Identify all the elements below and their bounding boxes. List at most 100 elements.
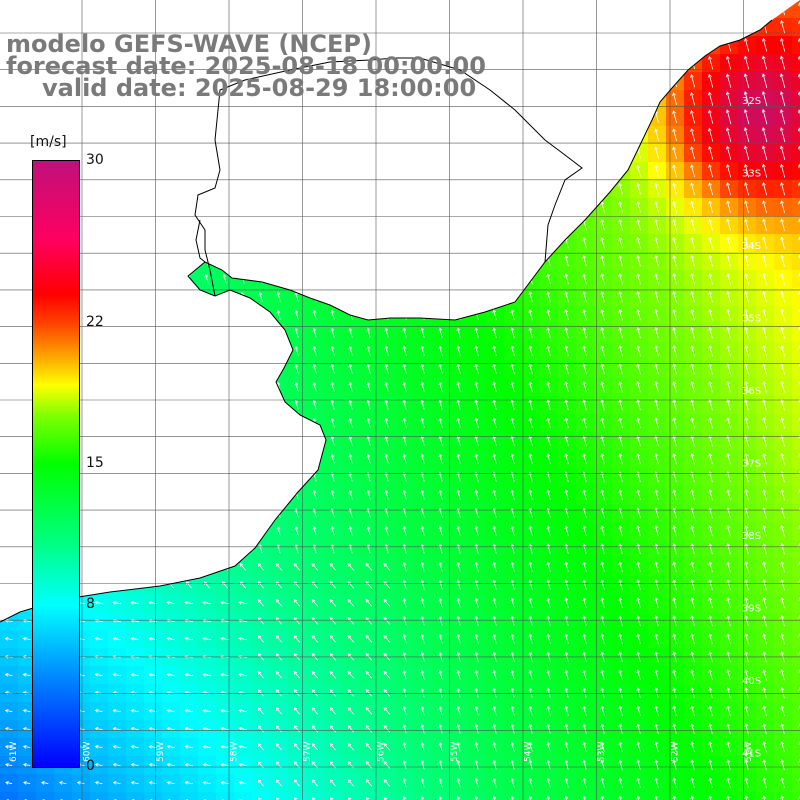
wind-arrow <box>654 435 659 447</box>
wind-cell <box>522 792 541 800</box>
wind-arrow <box>690 182 695 195</box>
wind-arrow <box>708 507 713 519</box>
colorbar-tick-label: 30 <box>86 152 104 168</box>
wind-arrow <box>366 399 371 410</box>
wind-arrow <box>384 417 389 428</box>
wind-arrow <box>564 381 569 393</box>
wind-arrow <box>329 616 337 625</box>
wind-arrow <box>672 182 677 195</box>
wind-arrow <box>366 417 371 428</box>
wind-cell <box>792 756 800 775</box>
colorbar <box>32 160 80 768</box>
wind-arrow <box>384 363 389 374</box>
wind-arrow <box>438 561 443 572</box>
wind-arrow <box>365 725 373 733</box>
wind-arrow <box>546 381 551 393</box>
wind-arrow <box>690 669 695 681</box>
latitude-label: 36S <box>742 386 761 397</box>
wind-arrow <box>492 417 497 428</box>
wind-cell <box>342 792 361 800</box>
wind-arrow <box>383 779 391 787</box>
wind-arrow <box>654 597 659 609</box>
wind-cell <box>594 792 613 800</box>
wind-arrow <box>275 707 282 715</box>
wind-arrow <box>220 636 230 641</box>
wind-arrow <box>654 290 659 303</box>
wind-arrow <box>744 633 749 645</box>
wind-arrow <box>618 309 623 321</box>
wind-cell <box>792 432 800 451</box>
wind-arrow <box>130 672 139 677</box>
wind-arrow <box>456 345 461 356</box>
wind-arrow <box>402 381 407 392</box>
latitude-label: 41S <box>742 749 761 760</box>
wind-arrow <box>672 236 677 249</box>
wind-arrow <box>22 672 31 677</box>
wind-arrow <box>257 689 264 697</box>
wind-arrow <box>184 726 193 731</box>
wind-arrow <box>23 780 31 785</box>
wind-cell <box>162 792 181 800</box>
wind-arrow <box>726 416 731 429</box>
wind-arrow <box>672 344 677 357</box>
wind-arrow <box>600 615 605 627</box>
wind-arrow <box>275 671 283 679</box>
wind-arrow <box>402 417 407 428</box>
wind-arrow <box>744 687 749 699</box>
wind-arrow <box>275 617 283 625</box>
wind-arrow <box>726 669 731 681</box>
wind-arrow <box>708 669 713 681</box>
wind-arrow <box>402 705 407 716</box>
wind-cell <box>180 792 199 800</box>
wind-arrow <box>456 759 461 770</box>
wind-arrow <box>383 743 391 751</box>
wind-arrow <box>780 452 785 465</box>
wind-arrow <box>708 543 713 555</box>
wind-arrow <box>672 272 677 285</box>
wind-cell <box>792 144 800 163</box>
wind-arrow <box>672 543 677 555</box>
wind-arrow <box>744 326 749 339</box>
wind-arrow <box>600 633 605 644</box>
wind-arrow <box>474 615 479 626</box>
wind-arrow <box>330 327 335 338</box>
wind-cell <box>144 792 163 800</box>
wind-arrow <box>762 163 768 178</box>
wind-arrow <box>365 689 373 697</box>
wind-arrow <box>582 633 587 644</box>
wind-arrow <box>510 705 515 716</box>
wind-arrow <box>366 471 371 482</box>
wind-arrow <box>780 308 785 321</box>
wind-arrow <box>438 489 443 500</box>
wind-arrow <box>220 762 229 767</box>
wind-arrow <box>636 290 641 303</box>
wind-arrow <box>708 272 713 285</box>
wind-cell <box>36 792 55 800</box>
latitude-label: 35S <box>742 314 761 325</box>
wind-arrow <box>202 600 212 605</box>
wind-arrow <box>384 543 389 554</box>
wind-arrow <box>420 543 425 554</box>
wind-arrow <box>672 525 677 537</box>
wind-arrow <box>708 561 713 573</box>
wind-arrow <box>564 363 569 375</box>
wind-arrow <box>40 780 49 785</box>
wind-arrow <box>293 725 300 733</box>
wind-arrow <box>564 687 569 698</box>
wind-arrow <box>402 561 407 572</box>
wind-arrow <box>618 345 623 357</box>
wind-arrow <box>744 615 749 627</box>
longitude-label: 52W <box>671 742 681 762</box>
wind-arrow <box>744 561 749 573</box>
wind-arrow <box>438 381 443 392</box>
wind-arrow <box>456 579 461 590</box>
wind-arrow <box>402 669 407 680</box>
wind-arrow <box>726 795 731 800</box>
wind-cell <box>792 378 800 397</box>
wind-arrow <box>726 777 731 789</box>
wind-arrow <box>184 780 193 785</box>
wind-arrow <box>744 542 749 555</box>
wind-arrow <box>780 19 786 34</box>
wind-arrow <box>420 723 425 734</box>
wind-arrow <box>762 308 767 321</box>
